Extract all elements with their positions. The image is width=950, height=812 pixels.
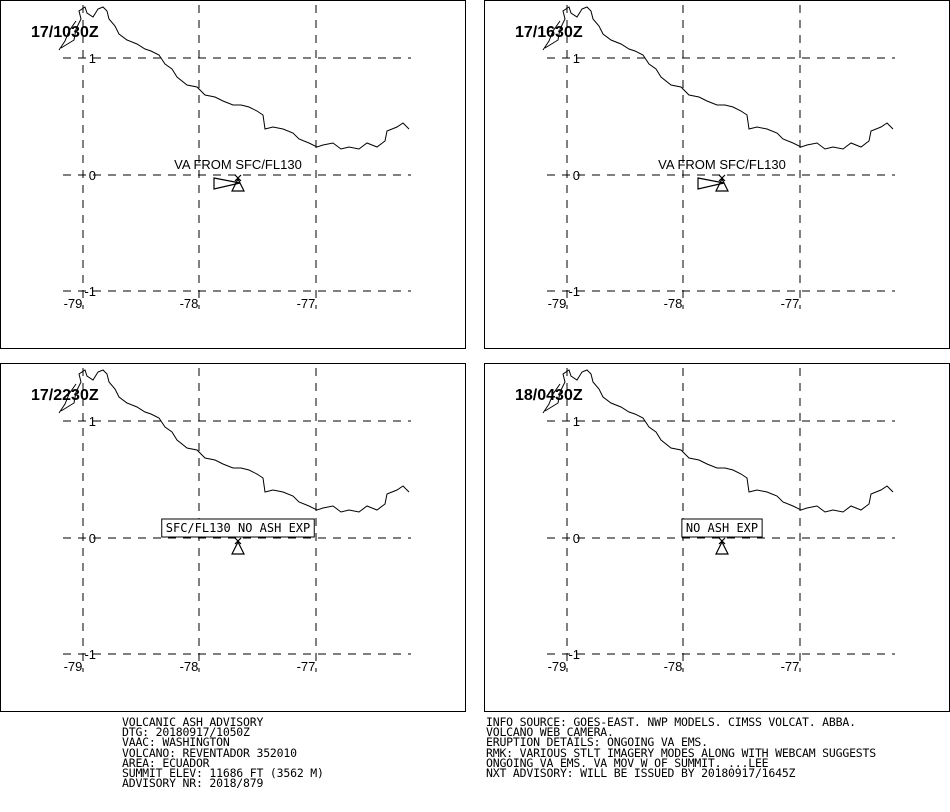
forecast-time-label: 18/0430Z (515, 387, 583, 404)
latitude-label: 1 (573, 414, 580, 429)
advisory-info-right: INFO SOURCE: GOES-EAST. NWP MODELS. CIMS… (486, 715, 876, 780)
latitude-label: -1 (84, 284, 96, 299)
latitude-label: 1 (573, 51, 580, 66)
latitude-label: 1 (89, 51, 96, 66)
longitude-label: -78 (664, 296, 683, 311)
latitude-label: 0 (89, 168, 96, 183)
volcano-icon (715, 174, 729, 192)
advisory-right-line: ERUPTION DETAILS: ONGOING VA EMS. (486, 735, 708, 750)
forecast-time-label: 17/1630Z (515, 24, 583, 41)
map-svg: 18/0430Z 1 0 -1-79 -78 -77 NO ASH EXP (515, 368, 895, 674)
label-frame (681, 518, 763, 538)
latitude-label: -1 (568, 647, 580, 662)
coastline (544, 369, 894, 513)
advisory-left-line: VOLCANO: REVENTADOR 352010 (122, 745, 297, 760)
coastline-segment (542, 20, 561, 51)
coastline-segment (58, 383, 77, 414)
volcano-icon (231, 174, 245, 192)
forecast-time-label: 17/1030Z (31, 24, 99, 41)
ash-cloud-polygon (697, 177, 725, 190)
coastline (544, 6, 894, 150)
no-ash-label-box: SFC/FL130 NO ASH EXP (161, 518, 315, 538)
advisory-left-line: SUMMIT ELEV: 11686 FT (3562 M) (122, 765, 324, 780)
coastline-segment (58, 20, 77, 51)
advisory-left-line: VOLCANIC ASH ADVISORY (122, 715, 264, 729)
advisory-right-line: NXT ADVISORY: WILL BE ISSUED BY 20180917… (486, 765, 796, 780)
forecast-panel-1: 17/1030Z 1 0 -1 -79 -78 -77 VA FROM SFC/FL130 (0, 0, 466, 349)
longitude-label: -78 (664, 659, 683, 674)
label-frame (161, 518, 315, 538)
longitude-label: -77 (297, 296, 316, 311)
no-ash-label: NO ASH EXP (686, 521, 758, 535)
map-svg: 17/1630Z 1 0 -1-79 -78 -77 VA FROM SFC/FL130 (515, 5, 895, 311)
ash-cloud-polygon (213, 177, 241, 190)
coastline-segment (542, 383, 561, 414)
longitude-label: -78 (180, 296, 199, 311)
latitude-label: -1 (84, 647, 96, 662)
longitude-label: -79 (64, 659, 83, 674)
volcano-icon (231, 537, 245, 555)
coastline (60, 369, 410, 513)
forecast-time-label: 17/2230Z (31, 387, 99, 404)
longitude-label: -78 (180, 659, 199, 674)
advisory-left-line: AREA: ECUADOR (122, 755, 210, 770)
latitude-label: 0 (573, 168, 580, 183)
ash-cloud-label: VA FROM SFC/FL130 (174, 157, 302, 172)
advisory-right-line: ONGOING VA EMS. VA MOV W OF SUMMIT. ...L… (486, 755, 769, 770)
advisory-left-line: DTG: 20180917/1050Z (122, 725, 250, 740)
no-ash-label: SFC/FL130 NO ASH EXP (166, 521, 311, 535)
forecast-panel-3: 17/2230Z 1 0 -1 -79 -78 -77 SFC/FL130 NO ASH EX… (0, 363, 466, 712)
advisory-right-line: VOLCANO WEB CAMERA. (486, 725, 614, 740)
longitude-label: -77 (781, 296, 800, 311)
advisory-left-line: VAAC: WASHINGTON (122, 735, 230, 750)
longitude-label: -79 (548, 296, 567, 311)
longitude-label: -77 (781, 659, 800, 674)
latitude-label: 1 (89, 414, 96, 429)
latitude-label: -1 (568, 284, 580, 299)
longitude-label: -77 (297, 659, 316, 674)
forecast-panel-2: 17/1630Z 1 0 -1 -79 -78 -77 VA FROM SFC/FL130 (484, 0, 950, 349)
map-svg: 17/1030Z 1 0 -1-79 -78 -77 VA FROM SFC/FL130 (31, 5, 411, 311)
no-ash-label-box: NO ASH EXP (681, 518, 763, 538)
advisory-info-left: VOLCANIC ASH ADVISORY DTG: 20180917/1050Z… (122, 715, 324, 791)
volcano-icon (715, 537, 729, 555)
longitude-label: -79 (64, 296, 83, 311)
forecast-panel-4: 18/0430Z 1 0 -1 -79 -78 -77 NO ASH EXP (484, 363, 950, 712)
latitude-label: 0 (573, 531, 580, 546)
coastline (60, 6, 410, 150)
ash-cloud-label: VA FROM SFC/FL130 (658, 157, 786, 172)
longitude-label: -79 (548, 659, 567, 674)
advisory-right-line: RMK: VARIOUS STLT IMAGERY MODES ALONG WI… (486, 745, 876, 760)
latitude-label: 0 (89, 531, 96, 546)
advisory-left-line: ADVISORY NR: 2018/879 (122, 776, 264, 791)
map-svg: 17/2230Z 1 0 -1-79 -78 -77 SFC/FL130 NO ASH EX… (31, 368, 411, 674)
advisory-right-line: INFO SOURCE: GOES-EAST. NWP MODELS. CIMS… (486, 715, 856, 729)
